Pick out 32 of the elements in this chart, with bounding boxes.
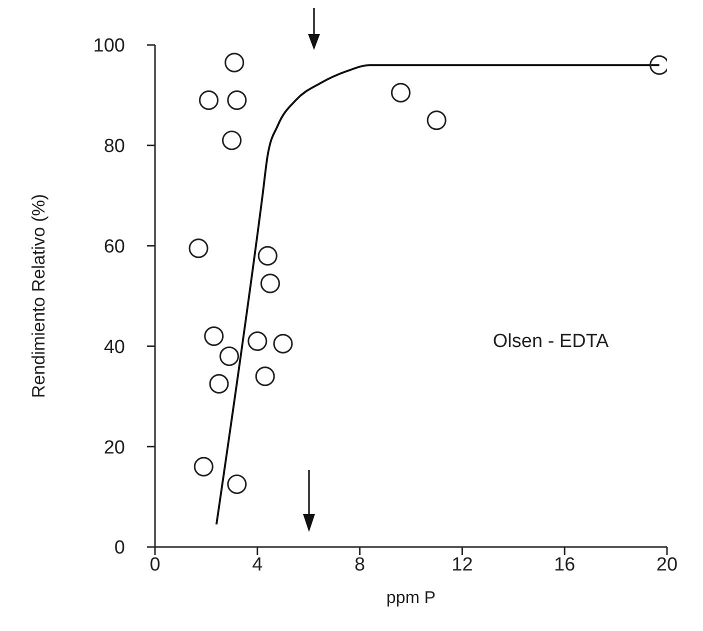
annotation: Olsen - EDTA bbox=[492, 331, 609, 354]
point bbox=[224, 52, 244, 72]
point bbox=[204, 326, 224, 346]
y-tick-label: 0 bbox=[114, 538, 125, 559]
point bbox=[227, 474, 247, 494]
x-tick-label: 8 bbox=[354, 554, 366, 576]
y-tick-label: 40 bbox=[104, 336, 125, 358]
point bbox=[227, 90, 247, 110]
point bbox=[188, 238, 208, 258]
x-tick-label: 0 bbox=[150, 554, 160, 576]
point bbox=[273, 334, 293, 354]
y-axis-title: Rendimiento Relativo (%) bbox=[28, 194, 48, 398]
point bbox=[248, 331, 268, 351]
y-tick-label: 100 bbox=[93, 36, 125, 57]
y-tick-label: 60 bbox=[104, 236, 125, 258]
point bbox=[219, 346, 240, 366]
point bbox=[194, 456, 214, 476]
point bbox=[390, 82, 411, 102]
point bbox=[209, 374, 229, 394]
point bbox=[222, 130, 242, 150]
point bbox=[258, 246, 278, 266]
x-axis-title: ppm P bbox=[386, 588, 436, 607]
point bbox=[255, 366, 275, 386]
y-tick-label: 20 bbox=[104, 437, 125, 458]
point bbox=[426, 110, 446, 130]
x-tick-label: 16 bbox=[554, 554, 576, 576]
y-tick-label: 80 bbox=[104, 136, 125, 158]
x-tick-label: 4 bbox=[252, 554, 264, 576]
point bbox=[260, 274, 280, 294]
x-tick-label: 12 bbox=[452, 554, 473, 576]
x-tick-label: 20 bbox=[656, 554, 678, 576]
point bbox=[198, 90, 219, 110]
